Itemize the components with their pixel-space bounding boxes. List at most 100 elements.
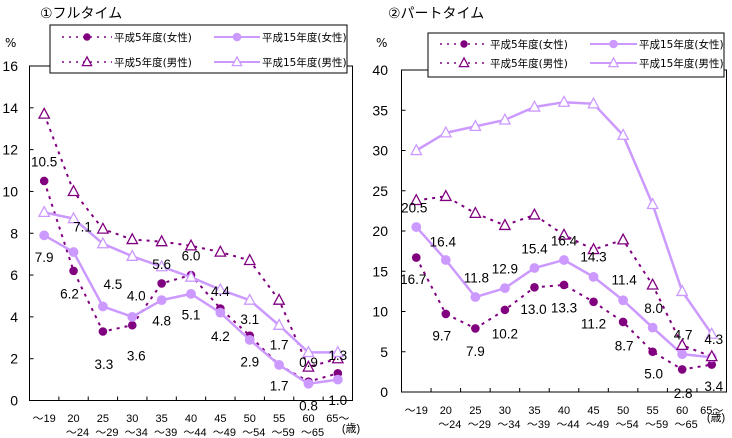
series-line-female-h5 (415, 257, 712, 371)
x-tick-label: 30 (126, 413, 138, 425)
data-label-female-h5: 2.8 (674, 386, 693, 401)
data-label-female-h5: 13.3 (551, 300, 577, 315)
data-point-female-h15 (588, 271, 599, 282)
data-label-female-h15: 0.8 (299, 398, 318, 413)
legend-item-male-h5: 平成5年度(男性) (62, 55, 192, 69)
x-tick-label: 45 (214, 413, 226, 425)
legend-swatch-marker (231, 55, 243, 67)
legend-item-female-h5: 平成5年度(女性) (62, 31, 192, 44)
data-point-female-h15 (98, 301, 108, 312)
data-label-female-h5: 3.6 (127, 349, 146, 364)
x-tick-label: 40 (185, 413, 197, 425)
y-tick-label: 12 (2, 142, 18, 158)
data-point-female-h15 (186, 288, 196, 299)
data-point-male-h5 (67, 184, 80, 197)
data-point-female-h15 (215, 307, 226, 318)
y-axis-unit: % (376, 36, 387, 50)
data-point-male-h15 (184, 270, 198, 282)
y-tick-label: 6 (10, 267, 18, 283)
data-point-male-h5 (214, 244, 227, 257)
x-tick-label: 25 (469, 405, 481, 417)
y-tick-label: 16 (2, 58, 18, 74)
data-label-female-h15: 1.0 (328, 393, 347, 408)
data-label-female-h5: 4.4 (211, 284, 230, 299)
data-point-male-h15 (616, 128, 630, 140)
x-tick-label: ～34 (497, 419, 520, 431)
data-point-male-h15 (272, 318, 286, 330)
data-point-male-h15 (409, 143, 423, 156)
x-tick-label: ～49 (213, 427, 236, 438)
y-axis-unit: % (5, 36, 16, 50)
legend-label: 平成15年度(女性) (262, 31, 347, 44)
data-label-female-h5: 6.2 (60, 286, 79, 301)
x-tick-label: ～54 (615, 419, 638, 431)
x-tick-label: 60 (302, 413, 314, 425)
data-point-female-h15 (529, 263, 540, 273)
legend-item-female-h15: 平成15年度(女性) (590, 38, 724, 51)
x-tick-label: ～29 (468, 419, 491, 431)
data-point-female-h5 (441, 309, 451, 319)
data-point-female-h5 (530, 283, 539, 292)
x-tick-label: 65～ (700, 405, 723, 417)
x-tick-label: 25 (97, 413, 109, 425)
x-tick-label: 55 (273, 413, 285, 425)
legend: 平成5年度(女性) 平成15年度(女性) 平成5年度(男性) 平成15年度(男性) (427, 32, 725, 78)
data-label-female-h5: 9.7 (432, 328, 451, 343)
data-point-male-h5 (528, 207, 541, 220)
legend-label: 平成5年度(男性) (490, 57, 568, 70)
x-tick-label: ～19 (405, 405, 428, 417)
data-point-female-h15 (559, 255, 569, 265)
legend-label: 平成15年度(男性) (639, 57, 724, 70)
data-point-female-h15 (303, 378, 314, 389)
data-point-male-h5 (469, 206, 482, 218)
data-point-female-h15 (244, 334, 255, 345)
x-tick-label: 55 (647, 405, 659, 417)
data-point-male-h5 (272, 293, 286, 305)
legend-label: 平成5年度(女性) (490, 38, 568, 51)
data-point-female-h15 (411, 222, 422, 232)
data-point-male-h5 (616, 232, 630, 245)
y-tick-label: 4 (10, 309, 18, 325)
data-point-male-h5 (155, 234, 168, 247)
series-male-h15 (37, 205, 345, 358)
data-point-female-h15 (500, 283, 510, 294)
data-point-male-h15 (67, 211, 80, 224)
y-tick-label: 40 (372, 62, 388, 78)
data-point-female-h15 (618, 295, 628, 306)
legend-swatch-marker (458, 56, 470, 68)
data-label-female-h5: 7.9 (466, 344, 485, 359)
data-point-male-h5 (184, 238, 198, 251)
y-tick-label: 20 (372, 223, 388, 239)
legend-item-female-h5: 平成5年度(女性) (440, 38, 568, 51)
data-label-female-h15: 7.9 (35, 250, 54, 265)
data-point-male-h5 (705, 349, 719, 362)
data-point-female-h5 (69, 266, 78, 276)
y-tick-label: 35 (372, 102, 388, 118)
legend-swatch-marker (607, 56, 620, 68)
x-tick-label: ～34 (125, 427, 148, 438)
data-point-male-h15 (125, 249, 139, 261)
data-point-male-h5 (675, 338, 689, 351)
x-tick-label: 40 (558, 405, 570, 417)
data-label-female-h5: 13.0 (520, 302, 546, 317)
x-tick-label: 45 (587, 405, 599, 417)
data-point-male-h5 (331, 351, 345, 364)
data-point-male-h5 (587, 242, 600, 255)
data-label-female-h15: 4.3 (704, 332, 723, 347)
series-line-male-h5 (43, 113, 339, 369)
data-point-male-h15 (439, 125, 453, 138)
data-label-female-h15: 4.5 (104, 277, 123, 292)
series-female-h5 (411, 253, 717, 374)
data-point-female-h5 (500, 305, 510, 315)
data-point-female-h5 (648, 347, 657, 357)
series-male-h5 (409, 189, 719, 362)
data-label-female-h5: 5.0 (644, 366, 663, 381)
data-label-female-h15: 4.0 (127, 288, 146, 303)
data-point-male-h5 (302, 359, 315, 372)
data-point-male-h15 (155, 259, 168, 272)
data-label-female-h5: 1.7 (270, 337, 289, 352)
x-tick-label: ～44 (556, 419, 579, 431)
legend-item-male-h15: 平成15年度(男性) (214, 55, 347, 69)
data-label-female-h5: 0.9 (299, 355, 318, 370)
x-tick-label: ～65 (301, 427, 324, 438)
